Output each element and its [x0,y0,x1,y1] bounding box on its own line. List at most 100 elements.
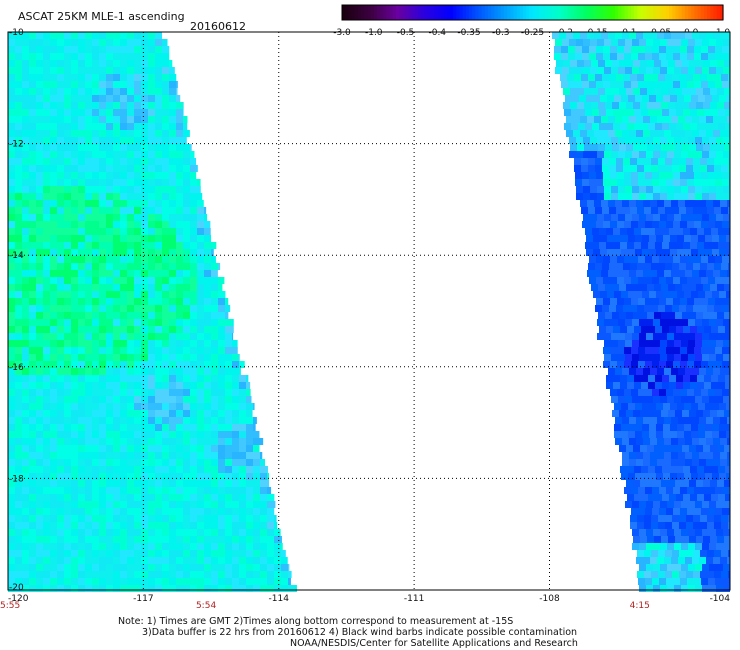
data-cell [113,249,120,256]
data-cell [36,326,43,333]
data-cell [688,333,695,340]
data-cell [699,459,706,466]
data-cell [627,494,634,501]
data-cell [611,137,618,144]
data-cell [687,46,694,53]
data-cell [685,32,692,39]
data-cell [162,382,169,389]
data-cell [267,473,270,480]
colorbar-segment [497,5,502,20]
data-cell [183,515,190,522]
data-cell [595,263,602,270]
data-cell [43,39,50,46]
data-cell [704,123,711,130]
data-cell [654,480,661,487]
data-cell [232,536,239,543]
data-cell [106,410,113,417]
data-cell [211,522,218,529]
data-cell [113,88,120,95]
data-cell [57,207,64,214]
lat-label: -16 [9,363,24,373]
data-cell [71,298,78,305]
data-cell [596,179,603,186]
data-cell [57,410,64,417]
data-cell [71,578,78,585]
data-cell [99,529,106,536]
data-cell [22,193,29,200]
colorbar-segment [659,5,664,20]
data-cell [716,67,723,74]
data-cell [197,242,204,249]
colorbar-segment [380,5,384,20]
data-cell [85,221,92,228]
colorbar-segment [649,5,654,20]
data-cell [587,116,594,123]
data-cell [626,284,633,291]
data-cell [50,130,57,137]
data-cell [726,431,730,438]
data-cell [106,46,113,53]
data-cell [85,333,92,340]
data-cell [8,270,15,277]
data-cell [274,536,281,543]
data-cell [78,550,85,557]
data-cell [703,144,710,151]
data-cell [665,571,672,578]
data-cell [190,452,197,459]
data-cell [176,284,183,291]
data-cell [629,270,636,277]
data-cell [197,249,204,256]
data-cell [71,270,78,277]
data-cell [15,151,22,158]
data-cell [155,466,162,473]
data-cell [239,354,240,361]
data-cell [22,277,29,284]
data-cell [596,256,603,263]
data-cell [106,319,113,326]
data-cell [169,242,176,249]
data-cell [719,291,726,298]
data-cell [587,270,594,277]
data-cell [584,88,591,95]
data-cell [106,529,113,536]
data-cell [633,312,640,319]
data-cell [36,305,43,312]
data-cell [610,277,617,284]
data-cell [720,32,727,39]
data-cell [29,151,36,158]
data-cell [695,137,702,144]
data-cell [725,228,730,235]
data-cell [612,88,619,95]
data-cell [653,151,660,158]
data-cell [674,319,681,326]
data-cell [92,46,99,53]
data-cell [141,382,148,389]
data-cell [120,480,127,487]
data-cell [127,123,134,130]
data-cell [127,242,134,249]
data-cell [649,403,656,410]
lon-label: -120 [8,594,29,604]
data-cell [667,529,674,536]
data-cell [720,200,727,207]
data-cell [71,277,78,284]
data-cell [613,123,620,130]
data-cell [141,550,148,557]
data-cell [120,60,127,67]
data-cell [148,53,155,60]
data-cell [141,74,148,81]
data-cell [43,417,50,424]
data-cell [645,221,652,228]
data-cell [127,508,134,515]
colorbar-segment [488,5,492,20]
data-cell [127,466,134,473]
data-cell [183,305,190,312]
data-cell [632,543,639,550]
data-cell [618,214,625,221]
data-cell [71,263,78,270]
data-cell [672,522,679,529]
data-cell [162,144,169,151]
data-cell [626,144,633,151]
data-cell [211,466,218,473]
data-cell [211,494,218,501]
